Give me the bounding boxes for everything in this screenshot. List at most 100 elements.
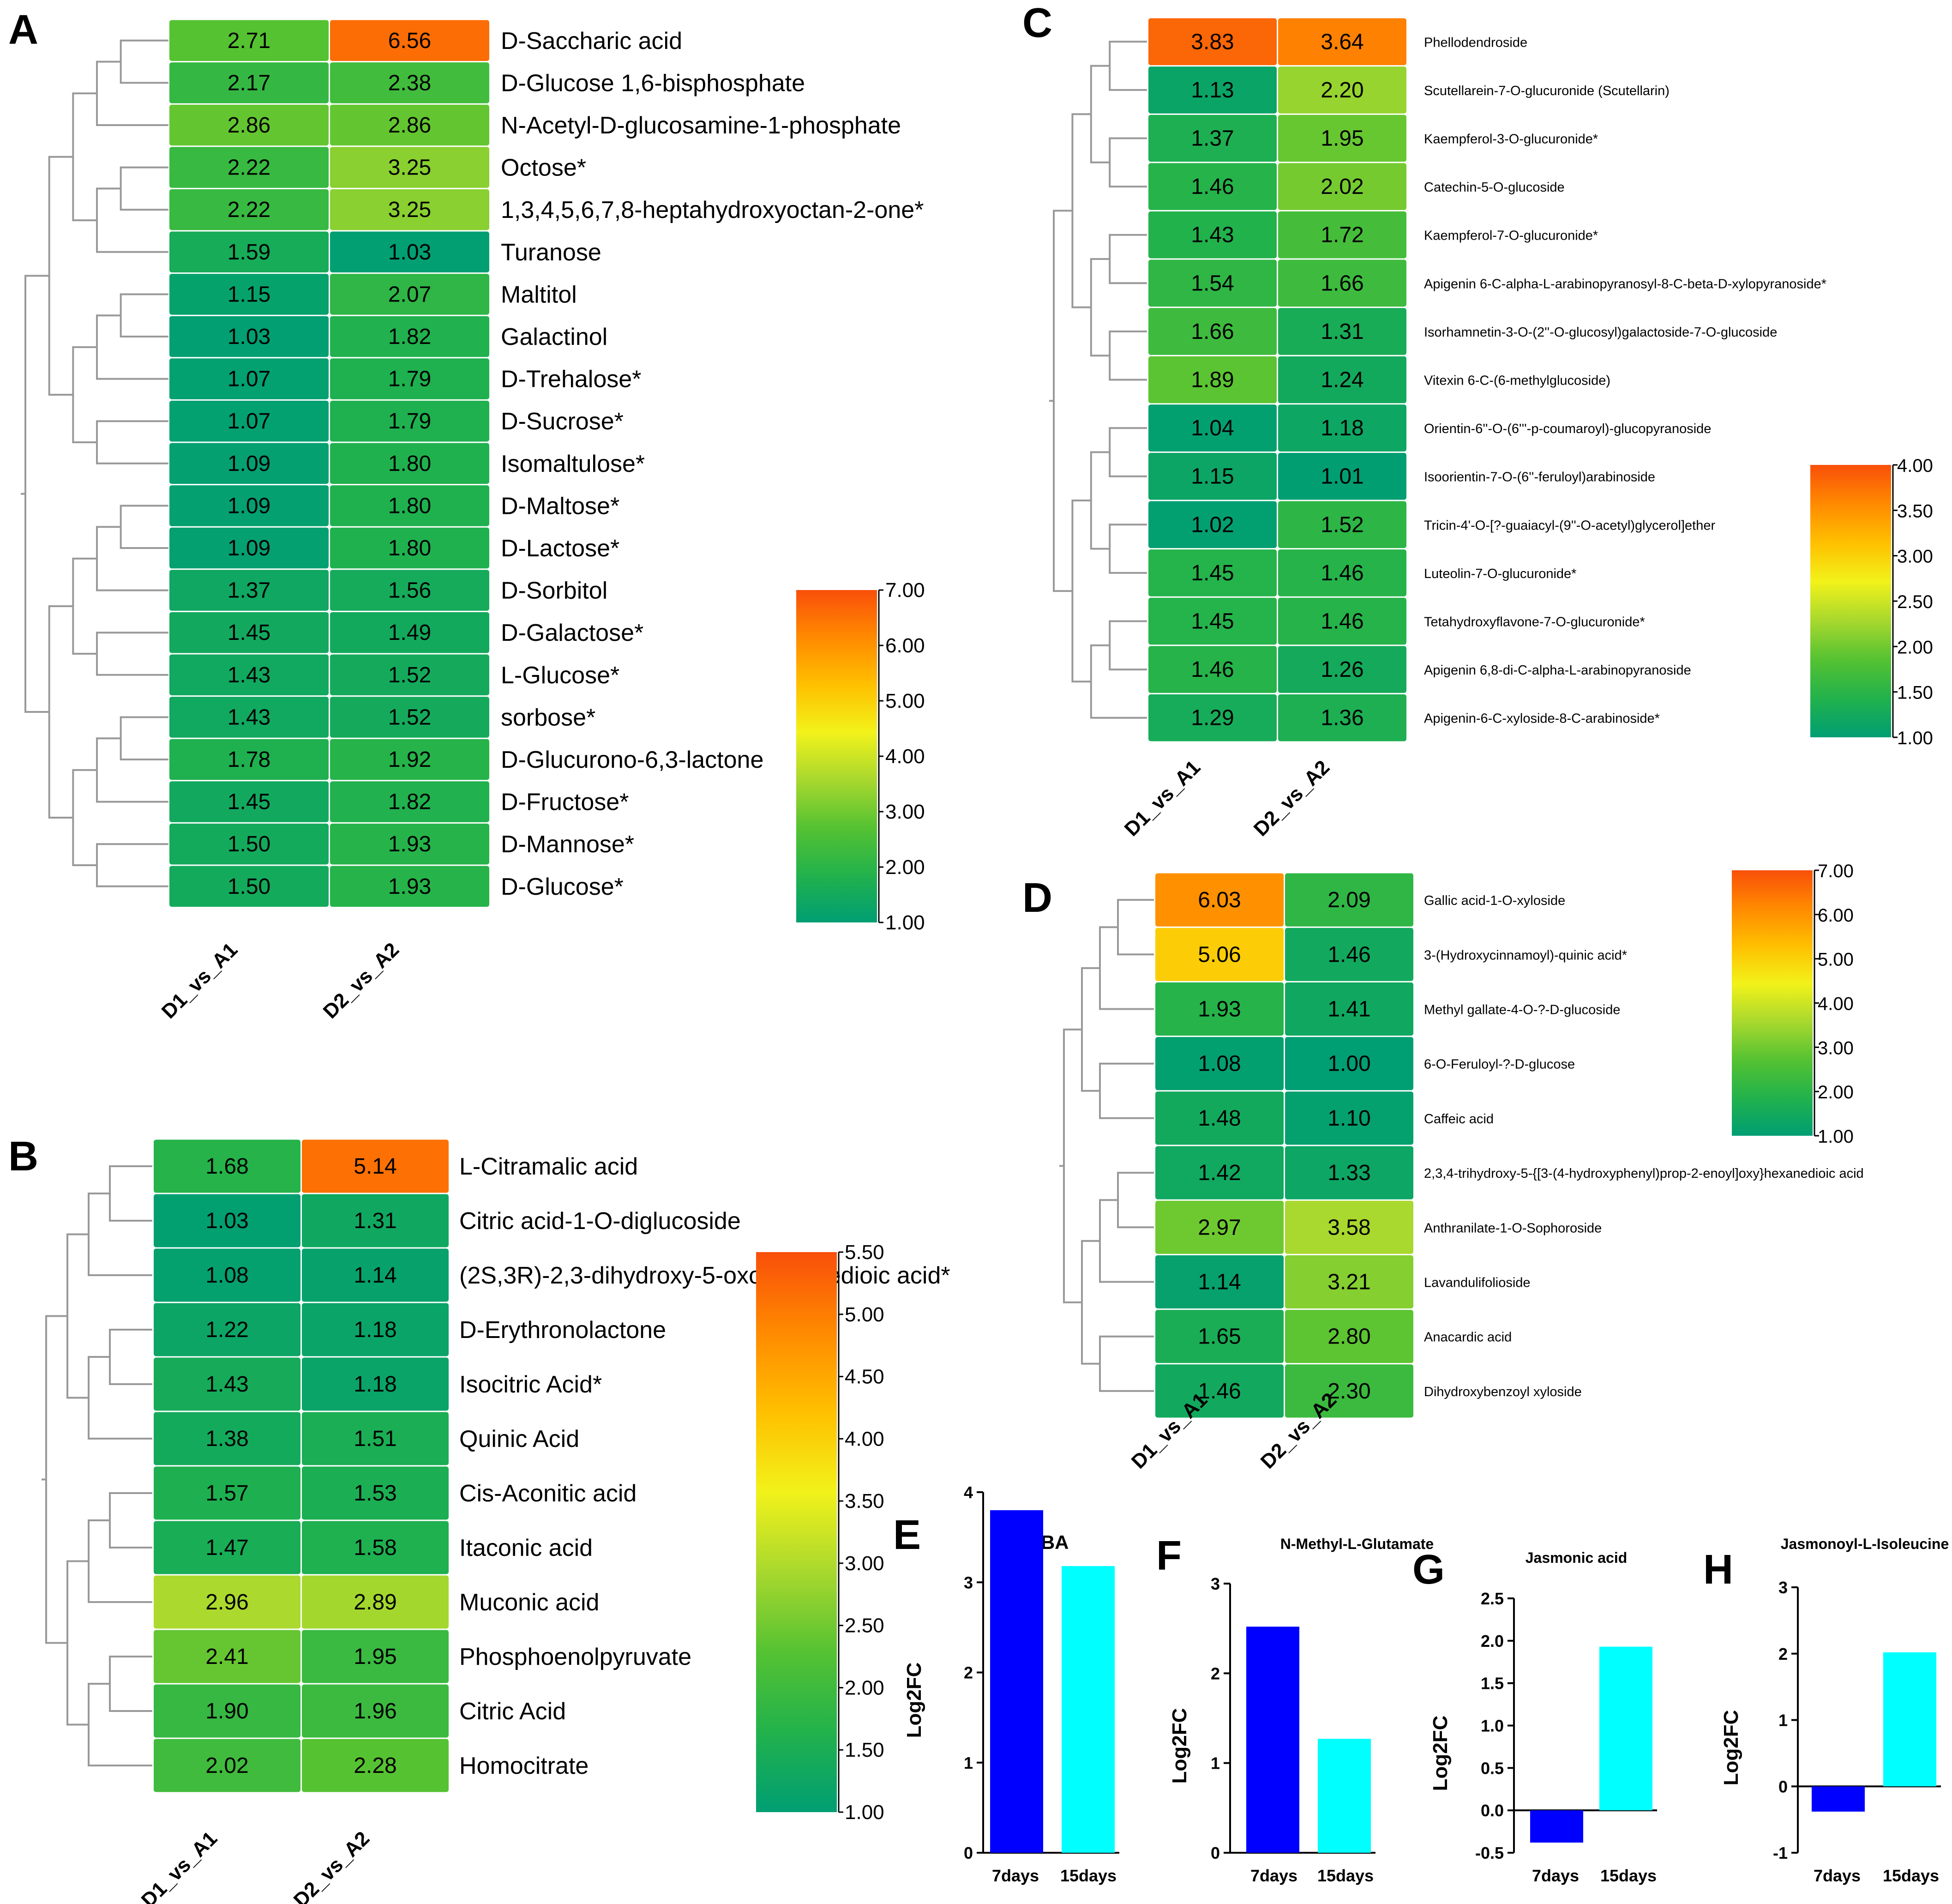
panel-letter-e: E [893,1512,921,1558]
heatmap-cell-value: 3.25 [388,198,431,222]
heatmap-row-label: Quinic Acid [459,1426,579,1452]
heatmap-cell [1278,356,1406,404]
dendrogram-branch [109,1656,152,1712]
heatmap-cell [169,485,329,526]
heatmap-cell-value: 1.03 [388,240,431,265]
heatmap-row-label: Citric acid-1-O-diglucoside [459,1208,741,1235]
colorbar-tick-label: 2.50 [845,1615,884,1637]
heatmap-cell-value: 2.89 [354,1590,396,1615]
heatmap-cell [1155,1310,1284,1363]
panel-letter-b: B [8,1133,38,1180]
heatmap-cell-value: 2.71 [228,29,270,53]
heatmap-cell-value: 1.09 [228,452,270,476]
heatmap-cell [169,527,329,569]
heatmap-cell [1155,873,1284,927]
dendrogram-branch [96,420,168,464]
heatmap-cell [302,1630,449,1683]
heatmap-cell-value: 1.04 [1191,416,1234,440]
heatmap-cell [1155,1037,1284,1091]
dendrogram-branch [1090,451,1110,550]
y-axis-label: Log2FC [1168,1708,1191,1784]
heatmap-column-label: D1_vs_A1 [1120,756,1205,840]
dendrogram-branch [96,526,168,591]
heatmap-cell-value: 1.46 [1191,657,1234,682]
heatmap-cell [302,1684,449,1738]
heatmap-cell-value: 1.80 [388,452,431,476]
colorbar [1810,465,1891,737]
heatmap-row-label: N-Acetyl-D-glucosamine-1-phosphate [501,112,901,139]
heatmap-cell-value: 1.02 [1191,512,1234,537]
heatmap-cell [169,62,329,103]
panel-letter-g: G [1412,1547,1445,1593]
heatmap-cell-value: 1.51 [354,1427,396,1451]
bar-panel-h: H Jasmonoyl-L-Isoleucine -1 0 1 2 3 7days 15days… [1703,1536,1949,1885]
heatmap-column-label: D2_vs_A2 [319,938,403,1023]
dendrogram-branch [66,1233,89,1399]
colorbar-tick-label: 2.00 [885,856,925,879]
heatmap-cell-value: 1.46 [1198,1379,1241,1404]
colorbar-tick-label: 7.00 [885,579,925,602]
y-axis-tick-label: 4 [964,1483,973,1502]
colorbar-tick-label: 5.00 [1818,950,1854,970]
y-axis-tick-label: 0 [1211,1844,1220,1862]
heatmap-cell-value: 1.48 [1198,1106,1241,1131]
panel-letter-f: F [1156,1533,1182,1579]
dendrogram-branch [120,166,168,211]
x-axis-category-label: 15days [1600,1866,1657,1885]
heatmap-cell-value: 6.56 [388,29,431,53]
heatmap-cell [154,1139,300,1193]
heatmap-cell-value: 1.33 [1327,1161,1370,1185]
heatmap-cell-value: 1.31 [1321,319,1363,344]
heatmap-row-label: sorbose* [501,704,595,731]
dendrogram-branch [120,293,168,337]
dendrogram-branch [1053,210,1073,592]
heatmap-cell [154,1466,300,1520]
heatmap-cell [169,400,329,442]
heatmap-cell [1148,308,1277,355]
heatmap-row-label: D-Trehalose* [501,366,641,393]
heatmap-row-label: Phellodendroside [1424,35,1527,50]
heatmap-row-label: D-Sorbitol [501,578,607,604]
heatmap-cell [302,1194,449,1247]
heatmap-cell [1285,1146,1413,1199]
heatmap-cell-value: 1.46 [1321,561,1363,585]
heatmap-cell [169,823,329,865]
heatmap-cell-value: 2.22 [228,198,270,222]
heatmap-cell-value: 1.10 [1327,1106,1370,1131]
y-axis-tick-label: 3 [1211,1574,1220,1593]
heatmap-cell [302,1521,449,1574]
heatmap-cell [169,274,329,315]
colorbar-tick-label: 6.00 [885,634,925,657]
heatmap-cell-value: 3.25 [388,156,431,180]
colorbar-tick-label: 2.00 [1897,637,1933,657]
heatmap-cell-value: 1.65 [1198,1325,1241,1349]
panel-letter-h: H [1703,1547,1733,1593]
heatmap-row-label: Luteolin-7-O-glucuronide* [1424,566,1576,581]
heatmap-cell [1278,18,1406,66]
heatmap-cell-value: 1.79 [388,367,431,392]
heatmap-cell-value: 1.01 [1321,464,1363,489]
heatmap-row-label: Vitexin 6-C-(6-methylglucoside) [1424,374,1610,388]
heatmap-cell [1155,1091,1284,1145]
heatmap-row-label: Orientin-6''-O-(6'''-p-coumaroyl)-glucop… [1424,422,1711,436]
heatmap-cell [169,443,329,484]
heatmap-cell-value: 2.41 [205,1645,248,1669]
colorbar-tick-label: 7.00 [1818,861,1854,881]
heatmap-cell-value: 1.03 [205,1209,248,1233]
heatmap-row-label: Isocitric Acid* [459,1371,602,1398]
heatmap-cell [169,189,329,230]
x-axis-category-label: 15days [1060,1866,1117,1885]
heatmap-cell [330,527,489,569]
heatmap-cell [1148,18,1277,66]
dendrogram-branch [48,605,73,819]
heatmap-cell-value: 1.07 [228,367,270,392]
heatmap-row-label: Gallic acid-1-O-xyloside [1424,893,1565,908]
dendrogram-branch [109,1492,152,1549]
heatmap-cell-value: 2.96 [205,1590,248,1615]
heatmap-row-label: Octose* [501,155,586,181]
dendrogram-branch [1109,620,1147,671]
heatmap-cell-value: 2.80 [1327,1325,1370,1349]
heatmap-column-label: D2_vs_A2 [1249,756,1334,840]
heatmap-cell-value: 1.78 [228,747,270,772]
dendrogram-branch [1090,258,1110,357]
